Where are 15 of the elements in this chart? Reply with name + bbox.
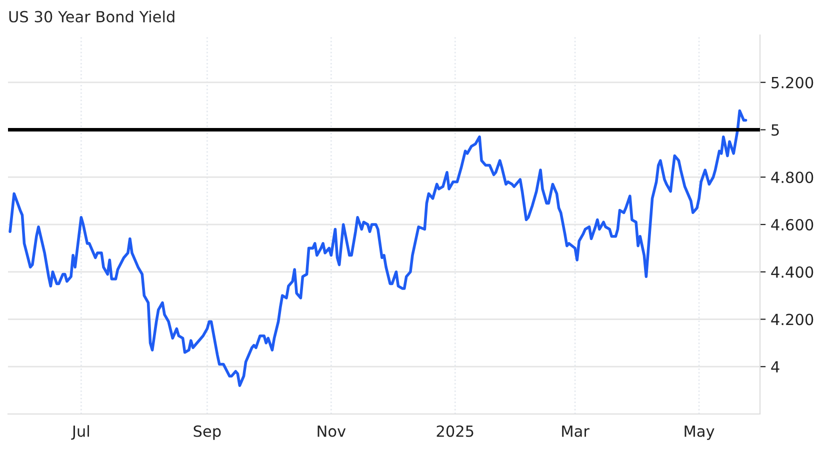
x-tick-label: May <box>684 426 714 440</box>
y-tick-label: 4 <box>771 361 780 372</box>
chart-title: US 30 Year Bond Yield <box>9 10 174 22</box>
y-tick-label: 4.200 <box>771 314 814 326</box>
x-tick-label: Nov <box>318 426 346 437</box>
y-tick-label: 4.400 <box>771 266 814 278</box>
y-tick-label: 5.200 <box>772 76 814 88</box>
y-tick-label: 4.600 <box>771 218 814 231</box>
x-tick-label: 2025 <box>436 425 474 437</box>
x-tick-label: Jul <box>71 425 89 440</box>
y-tick-label: 5 <box>772 124 779 136</box>
x-tick-label: Mar <box>562 426 590 437</box>
line-series <box>8 109 748 387</box>
x-tick-label: Sep <box>194 425 221 440</box>
y-tick-label: 4.800 <box>771 172 814 184</box>
